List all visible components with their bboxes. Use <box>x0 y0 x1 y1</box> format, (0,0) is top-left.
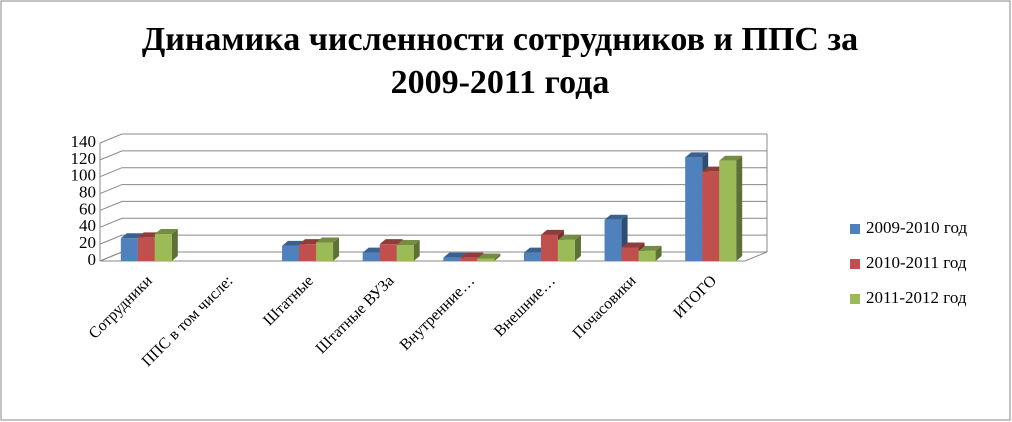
grid-line <box>99 133 767 144</box>
bar-top <box>396 239 420 245</box>
grid-line <box>99 150 767 161</box>
bar-top <box>316 237 340 243</box>
bar-top <box>379 239 403 245</box>
bar-front <box>316 242 334 261</box>
bar <box>477 253 501 261</box>
chart-subtitle: 2009-2011 года <box>391 64 610 101</box>
bar <box>557 234 581 261</box>
grid-line <box>99 167 767 178</box>
bar-front <box>621 247 639 261</box>
y-tick-label: 40 <box>79 216 96 235</box>
bar-top <box>460 252 484 258</box>
legend-swatch <box>850 224 860 234</box>
bar-front <box>460 257 478 261</box>
bar-front <box>702 171 720 261</box>
bar-top <box>477 253 501 259</box>
bar-front <box>685 157 703 261</box>
bar-top <box>443 252 467 258</box>
bar <box>638 245 662 261</box>
chart-title: Динамика численности сотрудников и ППС з… <box>142 21 858 58</box>
bar-side <box>655 245 662 261</box>
bar-top <box>120 233 144 239</box>
bar-side <box>333 237 340 261</box>
legend-label: 2011-2012 год <box>866 288 967 307</box>
y-tick-label: 0 <box>88 250 97 269</box>
bar-front <box>299 244 317 261</box>
bar-side <box>413 239 420 261</box>
bar-top <box>154 229 178 235</box>
bar-front <box>379 244 397 261</box>
grid-line <box>99 217 767 228</box>
bar-side <box>736 155 743 261</box>
bar-side <box>574 234 581 261</box>
bar-front <box>154 234 172 261</box>
legend-label: 2010-2011 год <box>866 253 967 272</box>
legend-swatch <box>850 294 860 304</box>
bar-front <box>557 239 575 261</box>
bar <box>396 239 420 261</box>
bar-side <box>171 229 178 261</box>
grid-line <box>99 184 767 195</box>
y-tick-label: 20 <box>79 233 96 252</box>
bar-top <box>719 155 743 161</box>
bar-side <box>494 253 501 261</box>
bar-top <box>621 242 645 248</box>
bar-top <box>685 152 709 158</box>
bar <box>719 155 743 261</box>
y-tick-label: 100 <box>71 166 97 185</box>
bar-front <box>638 250 656 261</box>
bar-front <box>604 219 622 261</box>
bar-front <box>719 160 737 261</box>
bar-front <box>523 252 541 261</box>
bar-front <box>137 237 155 261</box>
bar-top <box>604 214 628 220</box>
y-tick-label: 140 <box>71 132 97 151</box>
y-tick-label: 80 <box>79 182 96 201</box>
bar-top <box>540 229 564 235</box>
bar-front <box>362 252 380 261</box>
bar-front <box>396 244 414 261</box>
bar <box>316 237 340 261</box>
legend-swatch <box>850 259 860 269</box>
y-tick-label: 60 <box>79 199 96 218</box>
legend-label: 2009-2010 год <box>866 218 967 237</box>
bar-top <box>557 234 581 240</box>
bar-top <box>638 245 662 251</box>
bar-front <box>282 245 300 261</box>
bar <box>604 214 628 261</box>
bar-front <box>443 257 461 261</box>
bar-front <box>540 234 558 261</box>
grid-line <box>99 200 767 211</box>
bar <box>154 229 178 261</box>
y-tick-label: 120 <box>71 149 97 168</box>
bar-front <box>477 258 495 261</box>
bar-front <box>120 238 138 261</box>
